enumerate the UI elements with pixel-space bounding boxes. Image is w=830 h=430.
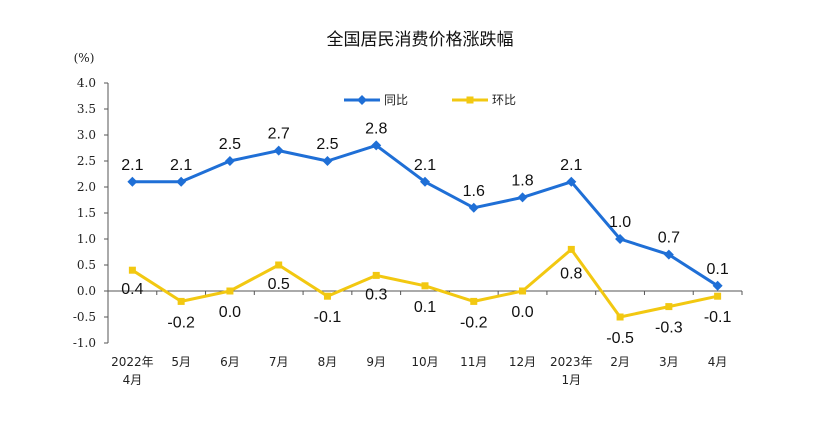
x-tick-label: 1月 (561, 373, 581, 387)
data-label: -0.5 (606, 330, 634, 347)
series-markers (127, 140, 723, 321)
legend-label: 环比 (492, 93, 516, 107)
data-label: 0.4 (121, 281, 143, 298)
x-tick-label: 6月 (220, 355, 240, 369)
legend-label: 同比 (384, 93, 408, 107)
data-point (566, 176, 577, 187)
data-label: -0.1 (704, 309, 732, 326)
data-label: 1.0 (609, 214, 631, 231)
data-label: 0.5 (268, 276, 290, 293)
data-label: 0.1 (706, 261, 728, 278)
y-tick-label: 2.0 (77, 180, 96, 194)
data-point (615, 234, 626, 244)
data-label: 2.5 (316, 136, 338, 153)
data-label: -0.3 (655, 320, 683, 337)
data-label: 0.0 (219, 304, 241, 321)
data-point (714, 292, 722, 300)
x-tick-label: 11月 (460, 355, 487, 369)
x-tick-label: 5月 (171, 355, 191, 369)
data-point (470, 297, 478, 305)
y-tick-label: 0.5 (77, 258, 96, 272)
x-tick-label: 7月 (269, 355, 289, 369)
data-label: 2.1 (121, 157, 143, 174)
data-point (323, 292, 331, 300)
data-label: 0.8 (560, 265, 582, 282)
x-tick-label: 8月 (318, 355, 338, 369)
data-label: 1.6 (463, 183, 485, 200)
data-point (226, 287, 234, 295)
data-point (468, 202, 479, 213)
legend: 同比 环比 (344, 93, 516, 107)
chart-title: 全国居民消费价格涨跌幅 (327, 30, 514, 50)
y-tick-label: -1.0 (73, 336, 96, 350)
data-point (224, 156, 235, 166)
data-point (371, 140, 382, 151)
data-label: 2.1 (170, 157, 192, 174)
data-label: -0.2 (460, 314, 488, 331)
y-tick-label: 3.5 (77, 102, 96, 116)
y-tick-label: 1.0 (77, 232, 96, 246)
axes: 4.0 3.5 3.0 2.5 2.0 1.5 1.0 0.5 0.0 -0.5 -1.0 2022年… (73, 76, 743, 387)
x-tick-label: 12月 (509, 355, 536, 369)
data-point (519, 287, 527, 295)
data-point (177, 297, 185, 305)
data-label: 0.7 (658, 230, 680, 247)
legend-marker (357, 95, 367, 105)
data-label: 2.5 (219, 136, 241, 153)
data-label: 0.1 (414, 299, 436, 316)
data-label: 0.0 (511, 304, 533, 321)
data-point (127, 176, 138, 187)
y-tick-label: 4.0 (77, 76, 96, 90)
data-point (275, 261, 283, 269)
x-tick-label: 2022年 (111, 355, 154, 369)
y-tick-label: 2.5 (77, 154, 96, 168)
x-tick-label: 4月 (123, 373, 143, 387)
data-label: -0.1 (314, 309, 342, 326)
x-tick-label: 4月 (708, 355, 728, 369)
data-point (322, 156, 333, 166)
data-point (663, 249, 674, 260)
y-tick-label: 1.5 (77, 206, 96, 220)
y-axis-unit: (%) (74, 51, 95, 65)
x-tick-label: 10月 (411, 355, 438, 369)
data-label: 2.1 (414, 157, 436, 174)
x-tick-label: 3月 (659, 355, 679, 369)
data-label: 1.8 (511, 172, 533, 189)
data-point (665, 303, 673, 311)
y-tick-label: 3.0 (77, 128, 96, 142)
legend-marker (466, 96, 474, 104)
data-label: 2.1 (560, 157, 582, 174)
data-label: -0.2 (167, 314, 195, 331)
data-point (567, 245, 575, 253)
data-point (420, 176, 430, 187)
data-point (616, 313, 624, 321)
data-point (128, 266, 136, 274)
data-point (421, 282, 429, 290)
data-label: 2.8 (365, 120, 387, 137)
data-label: 0.3 (365, 286, 387, 303)
data-label: 2.7 (268, 126, 290, 143)
y-tick-label: -0.5 (73, 310, 96, 324)
data-point (176, 176, 187, 187)
x-tick-label: 9月 (366, 355, 386, 369)
data-labels: 2.1 2.1 2.5 2.7 2.5 2.8 2.1 1.6 1.8 2.1 1.0 0.7 0.1 0… (121, 120, 731, 347)
data-point (712, 280, 723, 291)
x-tick-label: 2023年 (550, 355, 593, 369)
y-tick-label: 0.0 (77, 284, 96, 298)
data-point (517, 192, 528, 203)
data-point (372, 271, 380, 279)
data-point (273, 145, 284, 156)
x-tick-label: 2月 (610, 355, 630, 369)
